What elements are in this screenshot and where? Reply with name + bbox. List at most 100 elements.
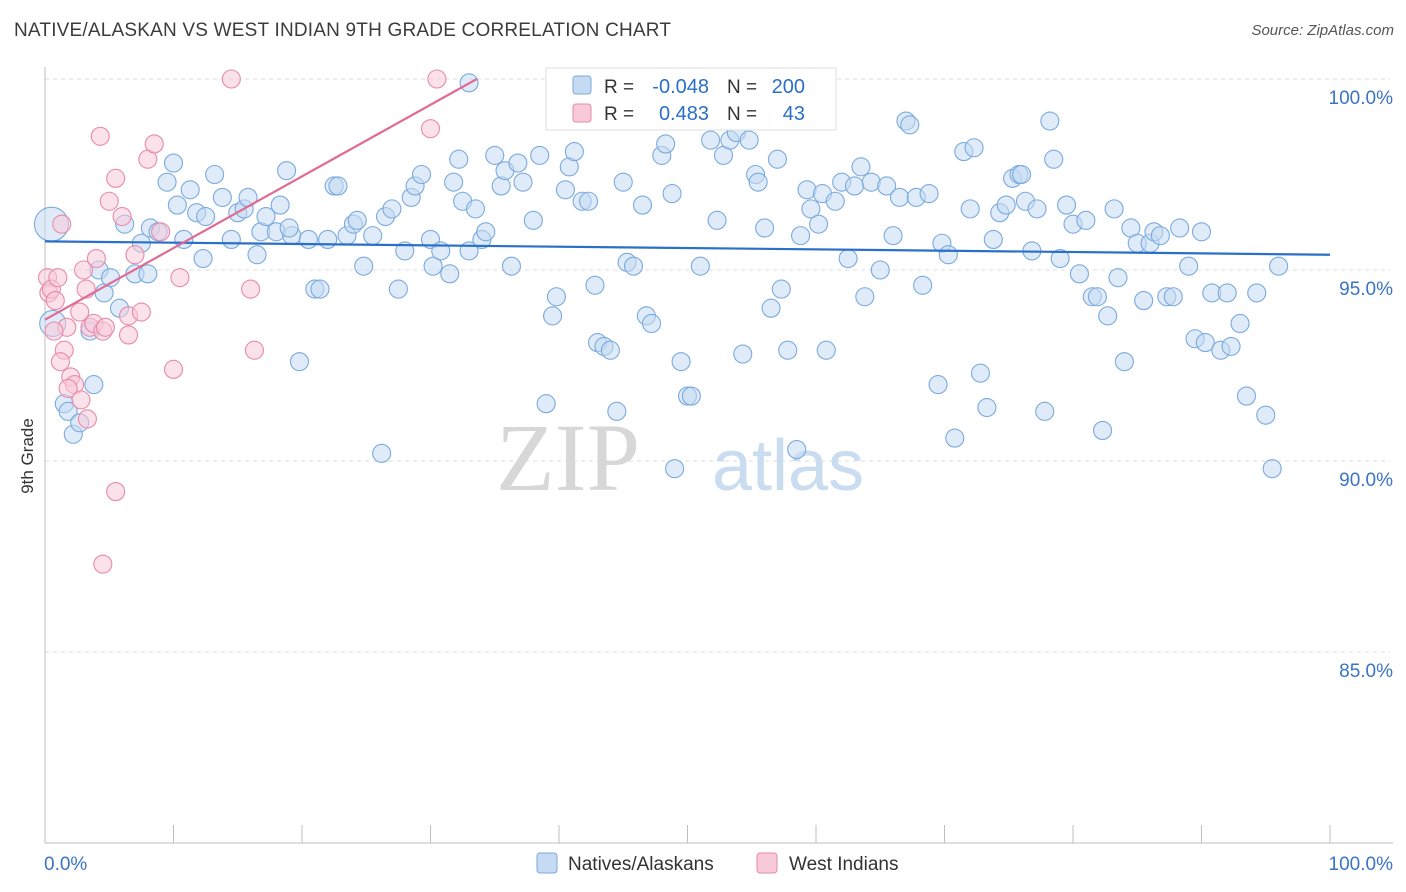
stats-legend: R = -0.048 N = 200 R = 0.483 N = 43 (545, 67, 837, 131)
natives-point (825, 191, 845, 211)
series-legend: Natives/Alaskans West Indians (536, 852, 898, 875)
west-indians-point (70, 302, 90, 322)
x-tick-label-end: 100.0% (1329, 854, 1394, 875)
series-legend-label-west-indians: West Indians (789, 854, 898, 875)
natives-point (1179, 256, 1199, 276)
legend-n-value-2: 43 (783, 103, 805, 125)
natives-point (838, 248, 858, 269)
natives-point (970, 363, 991, 383)
natives-point (733, 344, 753, 364)
natives-point (196, 206, 216, 227)
natives-point (964, 138, 984, 158)
natives-point (382, 199, 402, 219)
natives-point (844, 176, 865, 196)
natives-point (1035, 401, 1055, 421)
natives-point (513, 172, 533, 192)
natives-point (289, 352, 309, 372)
natives-point (1057, 195, 1077, 215)
natives-point (681, 386, 701, 406)
natives-point (1076, 210, 1096, 230)
natives-point (1108, 268, 1128, 288)
natives-point (801, 199, 821, 219)
natives-point (256, 206, 276, 227)
natives-point (900, 115, 920, 135)
natives-point (1195, 333, 1215, 353)
natives-point (1217, 283, 1237, 303)
legend-r-label-2: R = (604, 104, 634, 125)
x-tick-labels: 0.0% 100.0% (44, 854, 1393, 875)
legend-n-label-1: N = (727, 77, 757, 98)
natives-point (656, 134, 676, 154)
natives-point (1134, 291, 1154, 311)
natives-point (163, 153, 184, 173)
west-indians-point (244, 340, 265, 360)
natives-point (247, 245, 267, 265)
west-indians-point (420, 119, 441, 139)
west-indians-point (90, 126, 110, 146)
west-indians-point (52, 214, 72, 234)
west-indians-point (112, 206, 132, 227)
y-tick-label: 95.0% (1339, 279, 1393, 300)
west-indians-point (95, 317, 115, 337)
west-indians-point (106, 168, 126, 188)
west-indians-point (163, 359, 184, 379)
natives-point (205, 164, 225, 185)
natives-point (193, 248, 213, 269)
legend-swatch-west-indians (572, 103, 592, 123)
natives-point (707, 210, 727, 230)
natives-point (767, 149, 788, 169)
natives-point (855, 287, 875, 307)
natives-point (889, 187, 910, 207)
west-indians-point (144, 134, 164, 154)
natives-point (623, 256, 644, 276)
west-indians-point (76, 279, 96, 299)
watermark-atlas: atlas (712, 426, 864, 506)
natives-point (913, 275, 933, 295)
natives-point (444, 172, 464, 192)
natives-point (739, 130, 759, 150)
natives-point (423, 256, 443, 276)
natives-point (748, 172, 768, 192)
west-indians-point (131, 302, 151, 322)
natives-point (157, 172, 177, 192)
natives-point (938, 245, 958, 265)
natives-point (607, 401, 627, 421)
west-indians-point (71, 390, 91, 410)
legend-n-label-2: N = (727, 104, 757, 125)
natives-point (1191, 222, 1212, 242)
natives-point (877, 176, 897, 196)
natives-point (928, 375, 948, 395)
natives-point (690, 256, 710, 276)
natives-point (1221, 336, 1241, 356)
natives-point (1027, 199, 1047, 219)
natives-point (870, 260, 890, 280)
west-indians-point (99, 191, 119, 211)
watermark: ZIP atlas (496, 404, 864, 511)
y-tick-label: 90.0% (1339, 470, 1393, 491)
chart-title: NATIVE/ALASKAN VS WEST INDIAN 9TH GRADE … (14, 20, 672, 41)
natives-point (579, 191, 599, 211)
gridlines (45, 78, 1390, 653)
y-axis-label: 9th Grade (18, 418, 37, 494)
natives-point (919, 184, 939, 204)
natives-point (1050, 248, 1070, 269)
natives-point (778, 340, 798, 360)
west-indians-point (106, 482, 126, 502)
west-indians-point (50, 352, 70, 372)
natives-point (1269, 256, 1289, 276)
natives-point (1262, 459, 1282, 479)
natives-point (501, 256, 522, 276)
natives-point (671, 352, 691, 372)
natives-point (363, 226, 383, 246)
trend-line-west-indians (44, 78, 478, 321)
natives-point (1256, 405, 1276, 425)
natives-point (530, 145, 550, 165)
natives-point (771, 279, 791, 299)
natives-point (555, 180, 575, 200)
natives-point (328, 176, 348, 196)
natives-point (791, 226, 811, 246)
legend-r-label-1: R = (604, 77, 634, 98)
chart-source: Source: ZipAtlas.com (1251, 22, 1394, 39)
west-indians-point (221, 69, 241, 89)
